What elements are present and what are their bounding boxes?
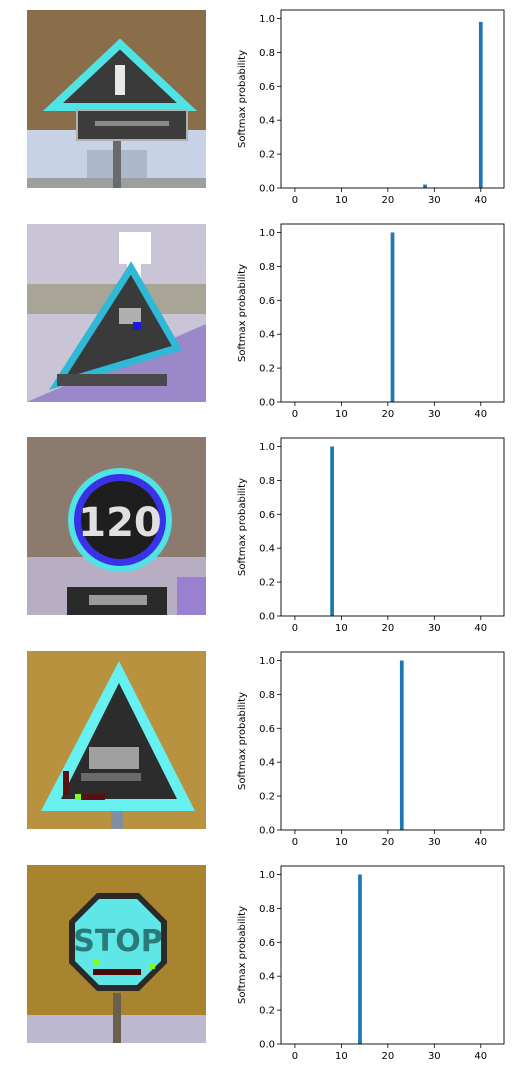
y-tick-label: 0.2 <box>259 1006 275 1017</box>
y-tick-label: 0.2 <box>259 150 275 161</box>
y-tick-label: 0.2 <box>259 578 275 589</box>
axes-frame <box>280 865 505 1045</box>
y-tick-label: 0.0 <box>259 826 275 837</box>
y-tick-label: 0.4 <box>259 330 275 341</box>
y-tick-label: 0.8 <box>259 48 275 59</box>
softmax-chart-svg: 0 10 20 30 40 0.0 0.2 0.4 0.6 0.8 1.0 Softmax proba… <box>237 651 505 848</box>
y-tick-label: 0.6 <box>259 724 275 735</box>
x-tick-label: 0 <box>292 837 298 848</box>
x-tick-label: 40 <box>474 623 487 634</box>
softmax-chart-svg: 0 10 20 30 40 0.0 0.2 0.4 0.6 0.8 1.0 Softmax proba… <box>237 437 505 634</box>
y-tick-label: 1.0 <box>259 442 275 453</box>
x-tick-label: 30 <box>428 409 441 420</box>
y-tick-label: 1.0 <box>259 870 275 881</box>
x-tick-label: 30 <box>428 195 441 206</box>
x-tick-label: 0 <box>292 195 298 206</box>
y-tick-label: 1.0 <box>259 14 275 25</box>
softmax-chart-2: 0 10 20 30 40 0.0 0.2 0.4 0.6 0.8 1.0 Softmax proba… <box>232 220 514 420</box>
softmax-chart-svg: 0 10 20 30 40 0.0 0.2 0.4 0.6 0.8 1.0 Softmax proba… <box>237 865 505 1062</box>
sign-stop-text: STOP <box>73 924 163 959</box>
sign-image-5: STOP <box>27 865 206 1043</box>
bar-class-23 <box>399 660 404 830</box>
softmax-chart-svg: 0 10 20 30 40 0.0 0.2 0.4 0.6 0.8 1.0 Softmax proba… <box>237 9 505 206</box>
bar-class-21 <box>390 232 395 402</box>
bar-class-8 <box>330 446 334 616</box>
x-tick-label: 20 <box>381 837 394 848</box>
sign-image-3: 120 <box>27 437 206 615</box>
y-tick-label: 0.0 <box>259 1040 275 1051</box>
y-tick-label: 1.0 <box>259 228 275 239</box>
y-tick-label: 0.6 <box>259 82 275 93</box>
x-tick-label: 40 <box>474 195 487 206</box>
y-tick-label: 0.0 <box>259 184 275 195</box>
y-tick-label: 0.8 <box>259 262 275 273</box>
y-axis-label: Softmax probability <box>237 478 248 576</box>
softmax-chart-3: 0 10 20 30 40 0.0 0.2 0.4 0.6 0.8 1.0 Softmax proba… <box>232 434 514 634</box>
axes-frame <box>280 651 505 831</box>
y-tick-label: 0.8 <box>259 476 275 487</box>
x-tick-label: 40 <box>474 1051 487 1062</box>
x-tick-label: 40 <box>474 837 487 848</box>
x-tick-label: 30 <box>428 837 441 848</box>
y-tick-label: 0.4 <box>259 116 275 127</box>
bar-class-40 <box>478 21 483 189</box>
softmax-chart-5: 0 10 20 30 40 0.0 0.2 0.4 0.6 0.8 1.0 Softmax proba… <box>232 862 514 1062</box>
y-tick-label: 0.4 <box>259 972 275 983</box>
y-tick-label: 0.6 <box>259 510 275 521</box>
x-tick-label: 10 <box>335 1051 348 1062</box>
y-tick-label: 0.8 <box>259 690 275 701</box>
bar-class-28 <box>423 184 427 188</box>
y-tick-label: 0.6 <box>259 296 275 307</box>
y-tick-label: 0.8 <box>259 904 275 915</box>
sign-image-1 <box>27 10 206 188</box>
x-tick-label: 30 <box>428 1051 441 1062</box>
sign-image-4 <box>27 651 206 829</box>
axes-frame <box>280 437 505 617</box>
x-tick-label: 10 <box>335 195 348 206</box>
axes-frame <box>280 9 505 189</box>
softmax-chart-1: 0 10 20 30 40 0.0 0.2 0.4 0.6 0.8 1.0 Softmax proba… <box>232 6 514 206</box>
y-tick-label: 0.0 <box>259 612 275 623</box>
x-tick-label: 0 <box>292 623 298 634</box>
y-axis-label: Softmax probability <box>237 692 248 790</box>
sign-image-2 <box>27 224 206 402</box>
y-tick-label: 0.0 <box>259 398 275 409</box>
y-tick-label: 0.4 <box>259 544 275 555</box>
x-tick-label: 0 <box>292 1051 298 1062</box>
x-tick-label: 20 <box>381 195 394 206</box>
x-tick-label: 20 <box>381 1051 394 1062</box>
bar-class-14 <box>358 874 362 1044</box>
softmax-chart-svg: 0 10 20 30 40 0.0 0.2 0.4 0.6 0.8 1.0 Softmax proba… <box>237 223 505 420</box>
y-axis-label: Softmax probability <box>237 264 248 362</box>
x-tick-label: 30 <box>428 623 441 634</box>
x-tick-label: 40 <box>474 409 487 420</box>
y-tick-label: 0.4 <box>259 758 275 769</box>
x-tick-label: 10 <box>335 623 348 634</box>
y-tick-label: 0.2 <box>259 364 275 375</box>
y-tick-label: 1.0 <box>259 656 275 667</box>
x-tick-label: 20 <box>381 409 394 420</box>
y-axis-label: Softmax probability <box>237 50 248 148</box>
axes-frame <box>280 223 505 403</box>
x-tick-label: 10 <box>335 409 348 420</box>
x-tick-label: 20 <box>381 623 394 634</box>
x-tick-label: 0 <box>292 409 298 420</box>
y-tick-label: 0.2 <box>259 792 275 803</box>
softmax-chart-4: 0 10 20 30 40 0.0 0.2 0.4 0.6 0.8 1.0 Softmax proba… <box>232 648 514 848</box>
y-tick-label: 0.6 <box>259 938 275 949</box>
y-axis-label: Softmax probability <box>237 906 248 1004</box>
x-tick-label: 10 <box>335 837 348 848</box>
sign-120-text: 120 <box>78 500 162 546</box>
